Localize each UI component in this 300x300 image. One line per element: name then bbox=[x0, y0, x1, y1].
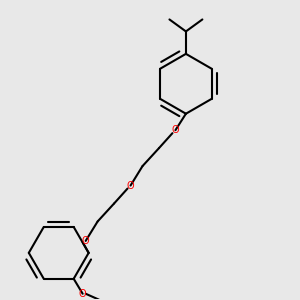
Text: O: O bbox=[79, 289, 86, 299]
Text: O: O bbox=[172, 125, 179, 135]
Text: O: O bbox=[127, 181, 134, 190]
Text: O: O bbox=[82, 236, 89, 246]
